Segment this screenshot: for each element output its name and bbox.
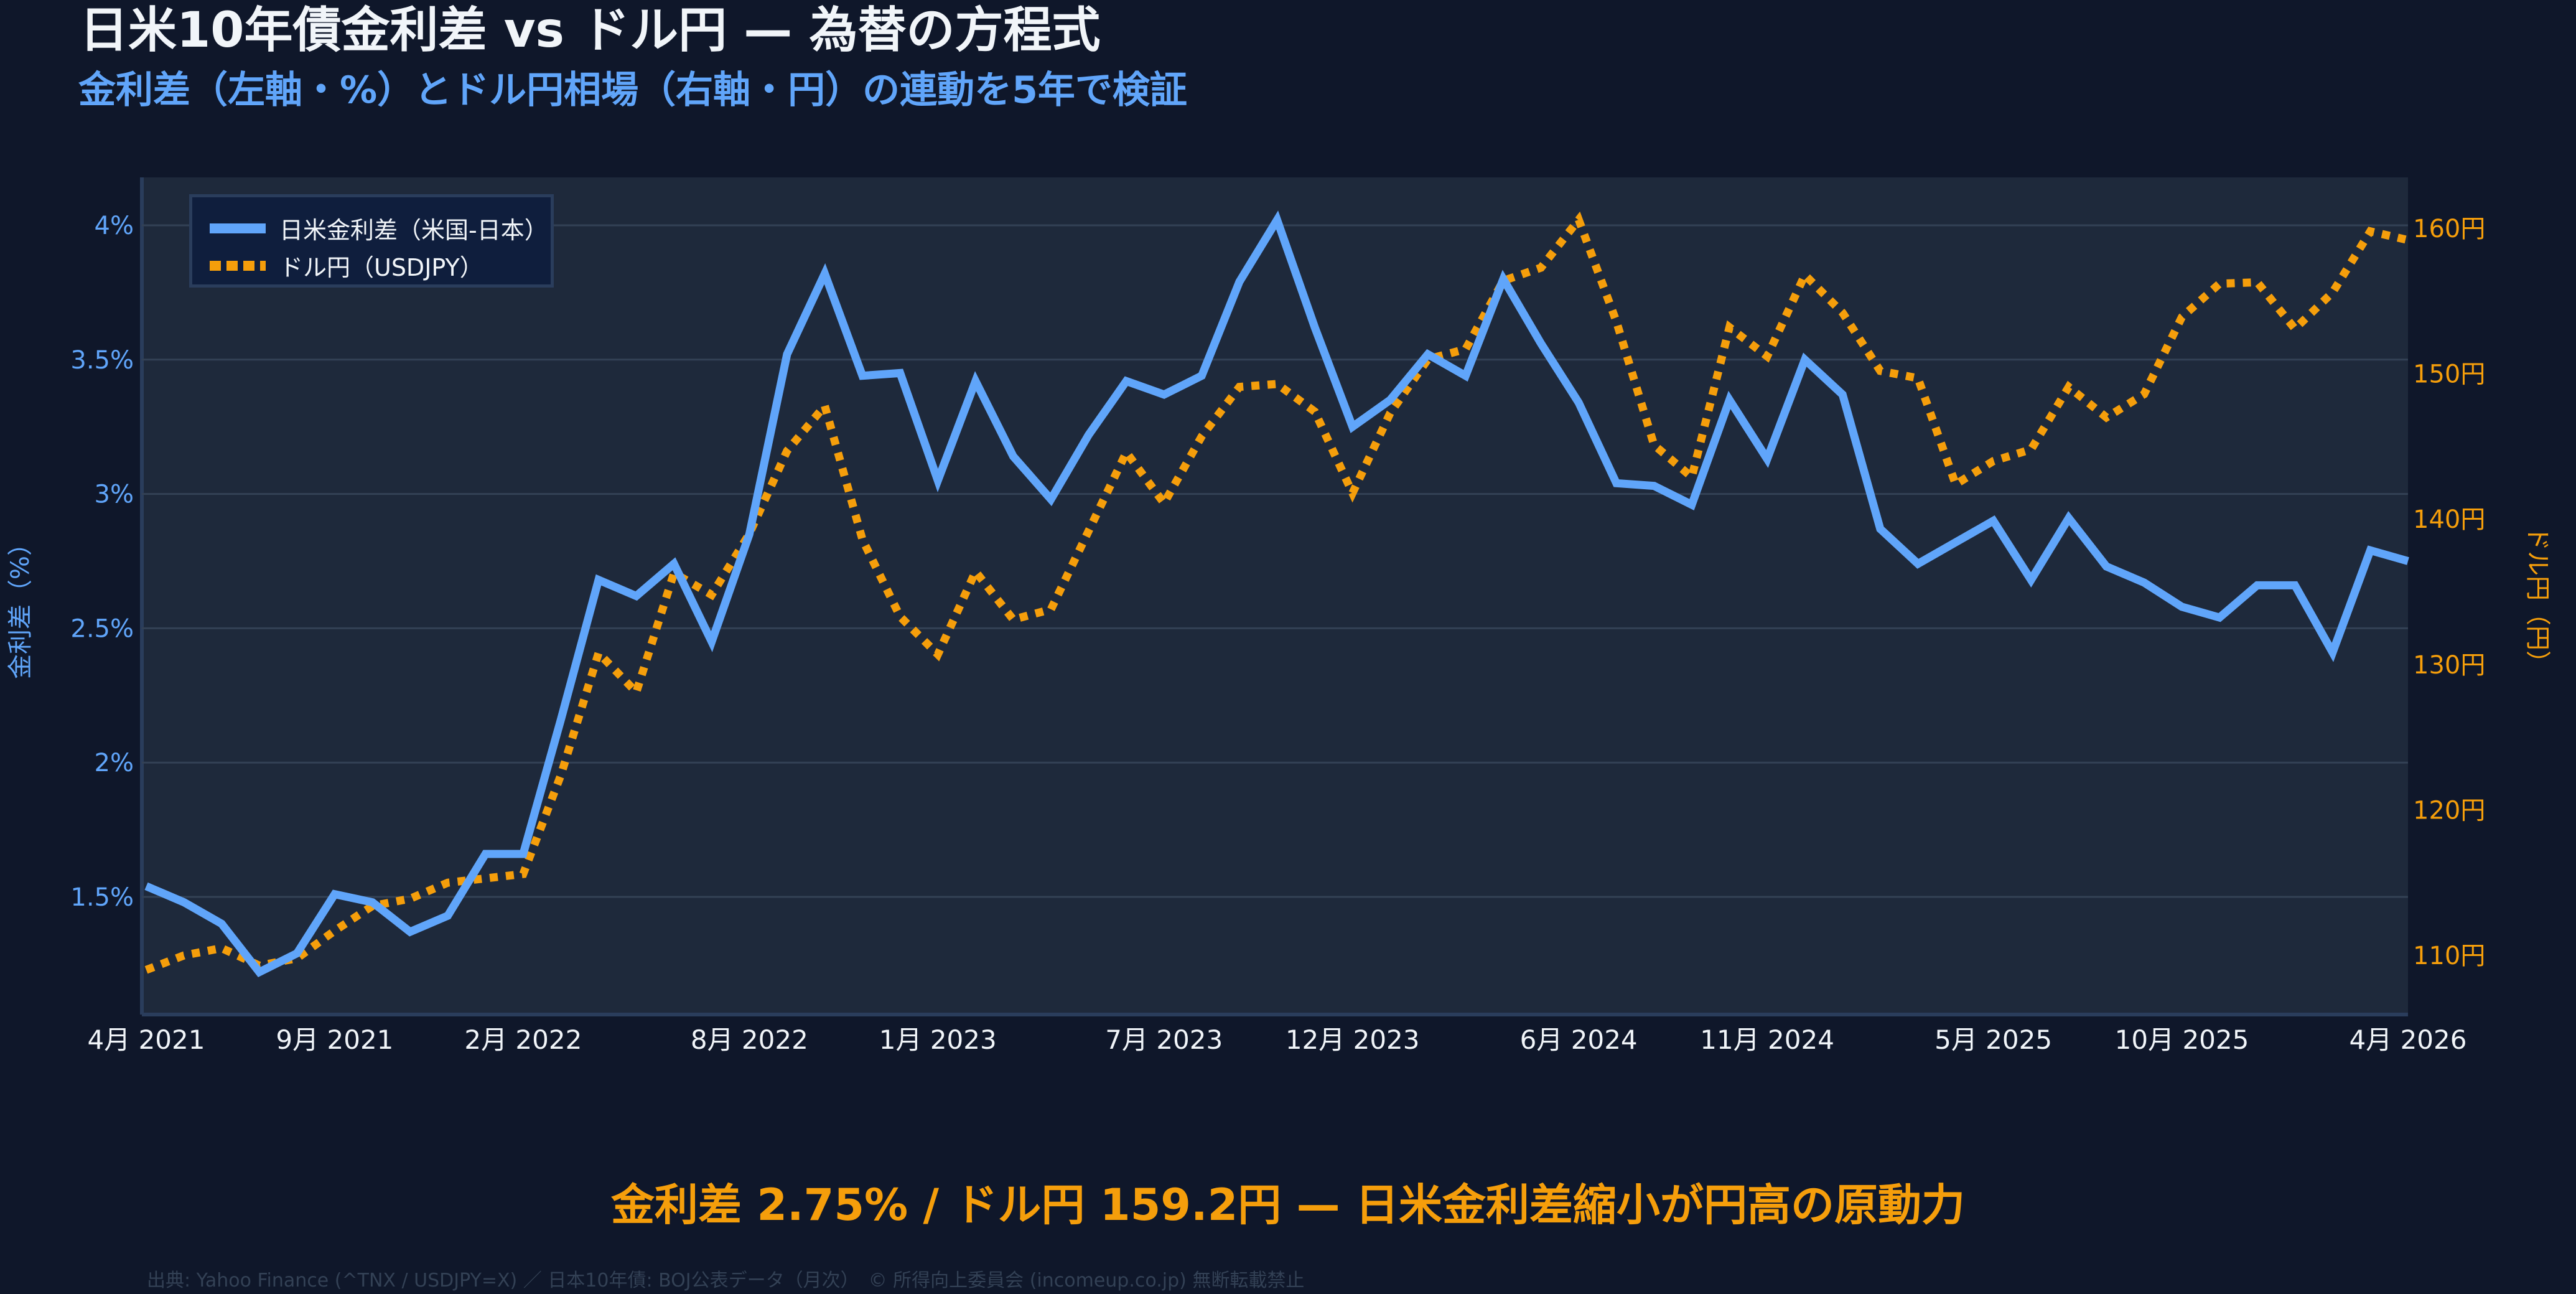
x-tick-label: 2月 2022 [464, 1024, 582, 1055]
x-tick-label: 5月 2025 [1934, 1024, 2052, 1055]
left-tick-label: 2.5% [70, 614, 134, 643]
usdjpy-line [144, 211, 2409, 974]
right-tick-label: 140円 [2413, 505, 2485, 534]
right-tick-label: 160円 [2413, 215, 2485, 243]
legend-label-usdjpy: ドル円（USDJPY） [279, 254, 483, 281]
headline-summary: 金利差 2.75% / ドル円 159.2円 — 日米金利差縮小が円高の原動力 [610, 1179, 1966, 1231]
right-tick-label: 130円 [2413, 651, 2485, 680]
legend-item-spread: 日米金利差（米国-日本） [210, 211, 548, 245]
x-axis-ticks: 4月 2021 9月 2021 2月 2022 8月 2022 1月 2023 7月 20… [88, 1024, 2467, 1055]
right-axis-ticks: 110円 120円 130円 140円 150円 160円 [2413, 215, 2485, 970]
chart-subtitle: 金利差（左軸・%）とドル円相場（右軸・円）の連動を5年で検証 [78, 68, 1187, 112]
x-tick-label: 7月 2023 [1105, 1024, 1223, 1055]
left-axis-label: 金利差（%） [6, 531, 35, 679]
x-tick-label: 12月 2023 [1286, 1024, 1420, 1055]
x-tick-label: 1月 2023 [879, 1024, 997, 1055]
left-tick-label: 3% [95, 481, 134, 509]
dotted-line-swatch-icon [210, 260, 266, 271]
source-footer: 出典: Yahoo Finance (^TNX / USDJPY=X) ／ 日本… [147, 1270, 1305, 1292]
x-tick-label: 4月 2026 [2350, 1024, 2467, 1055]
right-tick-label: 120円 [2413, 796, 2485, 825]
x-tick-label: 11月 2024 [1700, 1024, 1834, 1055]
x-tick-label: 9月 2021 [276, 1024, 393, 1055]
plot-area [142, 177, 2408, 1015]
spread-line [144, 210, 2409, 978]
chart-title: 日米10年債金利差 vs ドル円 — 為替の方程式 [80, 2, 1101, 59]
left-tick-label: 3.5% [70, 346, 134, 375]
legend-label-spread: 日米金利差（米国-日本） [279, 217, 548, 244]
x-tick-label: 6月 2024 [1520, 1024, 1638, 1055]
right-tick-label: 110円 [2413, 942, 2485, 970]
left-axis-ticks: 1.5% 2% 2.5% 3% 3.5% 4% [70, 212, 134, 912]
left-tick-label: 2% [95, 749, 134, 777]
solid-line-swatch-icon [210, 223, 266, 233]
legend-item-usdjpy: ドル円（USDJPY） [210, 248, 483, 283]
x-tick-label: 10月 2025 [2115, 1024, 2249, 1055]
x-tick-label: 8月 2022 [691, 1024, 808, 1055]
left-tick-label: 4% [95, 212, 134, 240]
right-axis-label: ドル円（円） [2523, 526, 2552, 675]
x-tick-label: 4月 2021 [88, 1024, 205, 1055]
left-tick-label: 1.5% [70, 883, 134, 912]
chart-legend: 日米金利差（米国-日本） ドル円（USDJPY） [189, 194, 554, 288]
right-tick-label: 150円 [2413, 360, 2485, 389]
